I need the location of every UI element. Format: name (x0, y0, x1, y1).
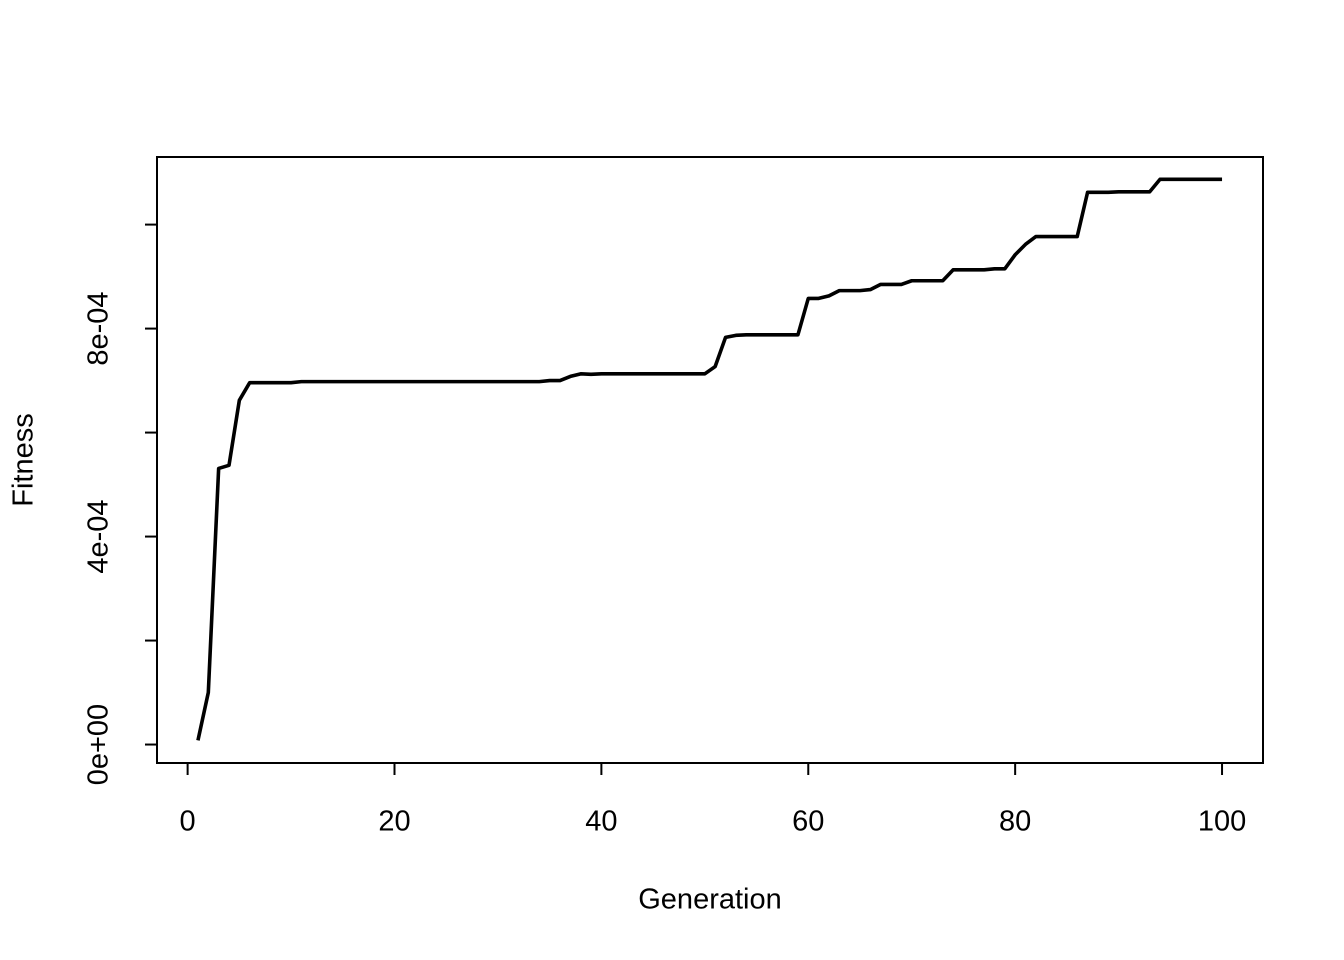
x-axis-title: Generation (638, 884, 782, 916)
x-tick-label: 60 (792, 806, 824, 838)
y-axis-title: Fitness (8, 413, 40, 506)
plot-box (156, 156, 1264, 764)
x-tick-label: 20 (378, 806, 410, 838)
x-tick-label: 80 (999, 806, 1031, 838)
y-tick-label: 4e-04 (83, 499, 115, 573)
data-line (196, 177, 1223, 741)
y-tick-label: 0e+00 (83, 704, 115, 785)
x-tick-label: 0 (180, 806, 196, 838)
x-tick-label: 40 (585, 806, 617, 838)
y-tick-label: 8e-04 (83, 291, 115, 365)
x-tick-label: 100 (1198, 806, 1246, 838)
